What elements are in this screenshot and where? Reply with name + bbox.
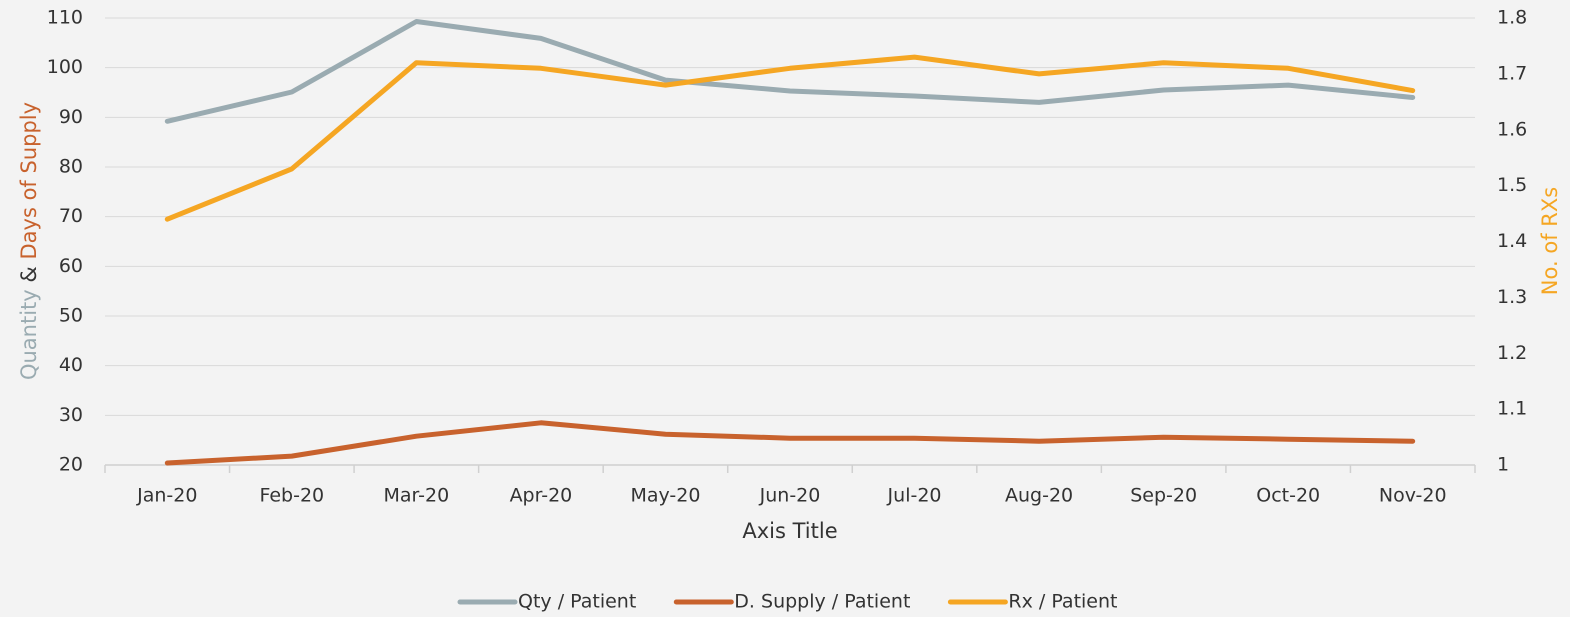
x-tick-label: Nov-20 <box>1379 485 1447 507</box>
y2-axis-title: No. of RXs <box>1538 187 1562 295</box>
y-tick-label: 50 <box>59 305 83 327</box>
y2-tick-label: 1.3 <box>1497 286 1527 308</box>
y-axis-title-part: & <box>17 266 41 282</box>
x-tick-label: Jan-20 <box>136 485 197 507</box>
x-tick-label: Mar-20 <box>384 485 450 507</box>
legend-label: Qty / Patient <box>518 591 636 613</box>
legend-label: D. Supply / Patient <box>734 591 910 613</box>
y2-tick-label: 1.1 <box>1497 398 1527 420</box>
y-tick-label: 40 <box>59 354 83 376</box>
x-axis-title: Axis Title <box>742 519 837 543</box>
y-axis-title: Quantity & Days of Supply <box>17 102 41 380</box>
series-line <box>164 19 1416 124</box>
y-tick-label: 80 <box>59 156 83 178</box>
series-line <box>164 420 1416 466</box>
x-tick-label: Oct-20 <box>1256 485 1320 507</box>
legend-label: Rx / Patient <box>1008 591 1117 613</box>
y2-tick-label: 1.2 <box>1497 342 1527 364</box>
y-tick-label: 70 <box>59 205 83 227</box>
y2-tick-label: 1.5 <box>1497 174 1527 196</box>
x-tick-label: Jun-20 <box>759 485 821 507</box>
y-tick-label: 60 <box>59 255 83 277</box>
y-tick-label: 100 <box>47 56 83 78</box>
y-axis-title-part: Quantity <box>17 289 41 380</box>
series-line <box>164 54 1416 222</box>
x-tick-label: Apr-20 <box>510 485 573 507</box>
y2-tick-label: 1 <box>1497 454 1509 476</box>
y-tick-label: 110 <box>47 7 83 29</box>
y-tick-label: 30 <box>59 404 83 426</box>
x-tick-label: Aug-20 <box>1005 485 1073 507</box>
x-tick-label: Feb-20 <box>259 485 324 507</box>
y-axis-title-part: Days of Supply <box>17 102 41 260</box>
x-tick-label: May-20 <box>630 485 700 507</box>
y2-tick-label: 1.4 <box>1497 230 1527 252</box>
y2-tick-label: 1.8 <box>1497 7 1527 29</box>
y-tick-label: 90 <box>59 106 83 128</box>
y-tick-label: 20 <box>59 454 83 476</box>
y2-tick-label: 1.7 <box>1497 62 1527 84</box>
x-tick-label: Sep-20 <box>1130 485 1197 507</box>
y2-tick-label: 1.6 <box>1497 118 1527 140</box>
x-tick-label: Jul-20 <box>887 485 942 507</box>
